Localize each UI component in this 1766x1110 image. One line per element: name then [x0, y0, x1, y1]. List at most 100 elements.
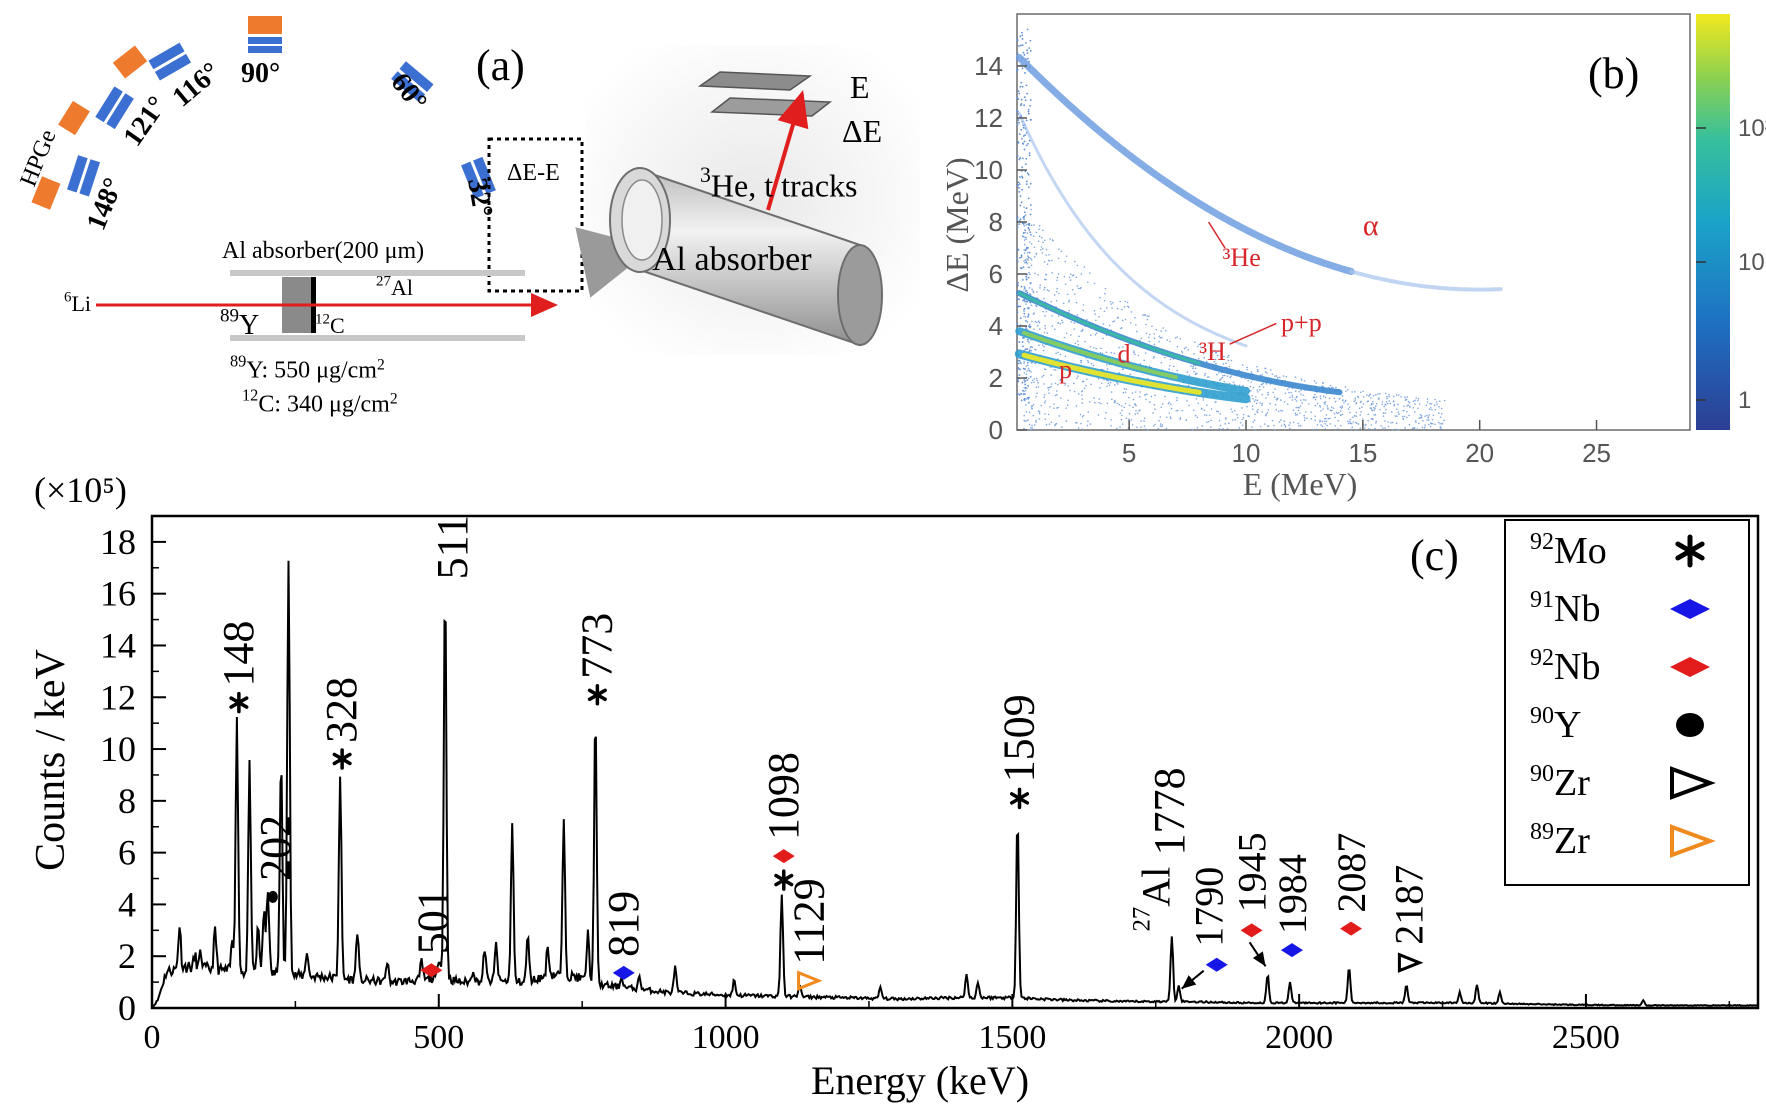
- pid-event: [1196, 426, 1199, 429]
- pid-event: [1169, 417, 1172, 420]
- pid-event: [1024, 386, 1027, 389]
- pid-event: [1018, 368, 1021, 371]
- tracks-label: 3He, t tracks: [700, 163, 857, 203]
- pid-event: [1029, 233, 1032, 236]
- legend-label: 90Y: [1530, 703, 1581, 746]
- pid-event: [1413, 411, 1416, 413]
- pid-event: [1027, 108, 1030, 111]
- spectrum-y-tick-label: 12: [100, 677, 136, 717]
- pid-event: [1036, 321, 1038, 324]
- pid-event: [1359, 414, 1362, 416]
- pid-event: [1270, 369, 1272, 371]
- pid-event: [1023, 289, 1025, 291]
- pid-event: [1129, 373, 1131, 376]
- pid-event: [1347, 422, 1350, 425]
- pid-event: [1030, 349, 1032, 352]
- pid-event: [1426, 401, 1429, 403]
- pid-event: [1025, 84, 1028, 87]
- pid-event: [1021, 166, 1024, 169]
- pid-event: [1428, 414, 1430, 416]
- pid-event: [1197, 357, 1200, 360]
- pid-event: [1035, 349, 1037, 351]
- pid-event: [1055, 299, 1058, 302]
- pid-event: [1370, 424, 1373, 426]
- pid-event: [1426, 419, 1428, 421]
- pid-event: [1087, 420, 1089, 422]
- pid-event: [1053, 407, 1055, 409]
- pid-event: [1350, 428, 1353, 431]
- pid-event: [1190, 365, 1192, 367]
- pid-event: [1061, 319, 1063, 322]
- pid-event: [1179, 418, 1182, 421]
- pid-event: [1033, 378, 1036, 380]
- pid-event: [1204, 414, 1206, 416]
- pid-event: [1327, 417, 1330, 420]
- pid-event: [1016, 97, 1019, 100]
- pid-event: [1176, 396, 1178, 399]
- pid-event: [1261, 404, 1263, 407]
- pid-event: [1140, 337, 1143, 339]
- pid-event: [1355, 421, 1357, 424]
- pid-event: [1117, 383, 1119, 385]
- pid-event: [1196, 416, 1199, 419]
- pid-x-tick-label: 15: [1348, 438, 1377, 468]
- pid-event: [1375, 394, 1377, 396]
- pid-event: [1260, 383, 1263, 386]
- pid-event: [1438, 405, 1440, 408]
- angle-label-32: 32°: [461, 176, 498, 220]
- pid-event: [1101, 382, 1103, 384]
- pid-event: [1019, 204, 1022, 207]
- pid-event: [1024, 368, 1026, 371]
- pid-event: [1075, 301, 1078, 304]
- pid-event: [1027, 223, 1030, 226]
- pid-event: [1095, 347, 1098, 350]
- pid-event: [1104, 287, 1107, 290]
- pid-event: [1069, 389, 1071, 392]
- pid-event: [1086, 378, 1088, 381]
- pid-event: [1352, 421, 1355, 423]
- pid-event: [1064, 382, 1066, 385]
- pid-y-tick-label: 10: [974, 155, 1003, 185]
- pid-event: [1050, 421, 1053, 424]
- pid-event: [1024, 393, 1026, 395]
- pid-event: [1154, 408, 1156, 411]
- pid-event: [1314, 415, 1317, 417]
- pid-event: [1226, 375, 1229, 377]
- pid-event: [1119, 412, 1122, 414]
- pid-event: [1435, 401, 1438, 403]
- pid-event: [1421, 426, 1424, 429]
- pid-event: [1137, 354, 1140, 357]
- pid-event: [1242, 384, 1244, 387]
- pid-event: [1256, 411, 1259, 414]
- pid-event: [1026, 255, 1029, 257]
- pid-event: [1208, 414, 1211, 416]
- legend-marker: [1670, 824, 1716, 858]
- pid-event: [1303, 380, 1306, 382]
- pid-event: [1023, 218, 1025, 221]
- pid-event: [1168, 412, 1171, 414]
- pid-event: [1099, 307, 1102, 310]
- pid-event: [1023, 371, 1026, 374]
- pid-event: [1048, 253, 1050, 256]
- pid-event: [1022, 216, 1025, 219]
- pid-event: [1120, 418, 1123, 421]
- pid-event: [1203, 357, 1206, 359]
- pid-event: [1038, 411, 1041, 413]
- pid-event: [1017, 248, 1019, 251]
- pid-event: [1119, 300, 1121, 303]
- pid-event: [1045, 278, 1047, 281]
- pid-event: [1351, 426, 1354, 429]
- pid-event: [1310, 411, 1312, 413]
- pid-event: [1162, 327, 1165, 329]
- panel-a-tag: (a): [476, 41, 525, 90]
- pid-event: [1319, 406, 1322, 408]
- panel-b-tag: (b): [1588, 49, 1639, 98]
- pid-event: [1118, 346, 1120, 349]
- colorbar: [1696, 14, 1730, 430]
- pid-event: [1042, 229, 1044, 232]
- cylinder-end-far: [837, 244, 883, 346]
- pid-event: [1392, 400, 1395, 403]
- pid-event: [1174, 337, 1177, 339]
- pid-event: [1371, 409, 1374, 412]
- pid-event: [1371, 417, 1374, 420]
